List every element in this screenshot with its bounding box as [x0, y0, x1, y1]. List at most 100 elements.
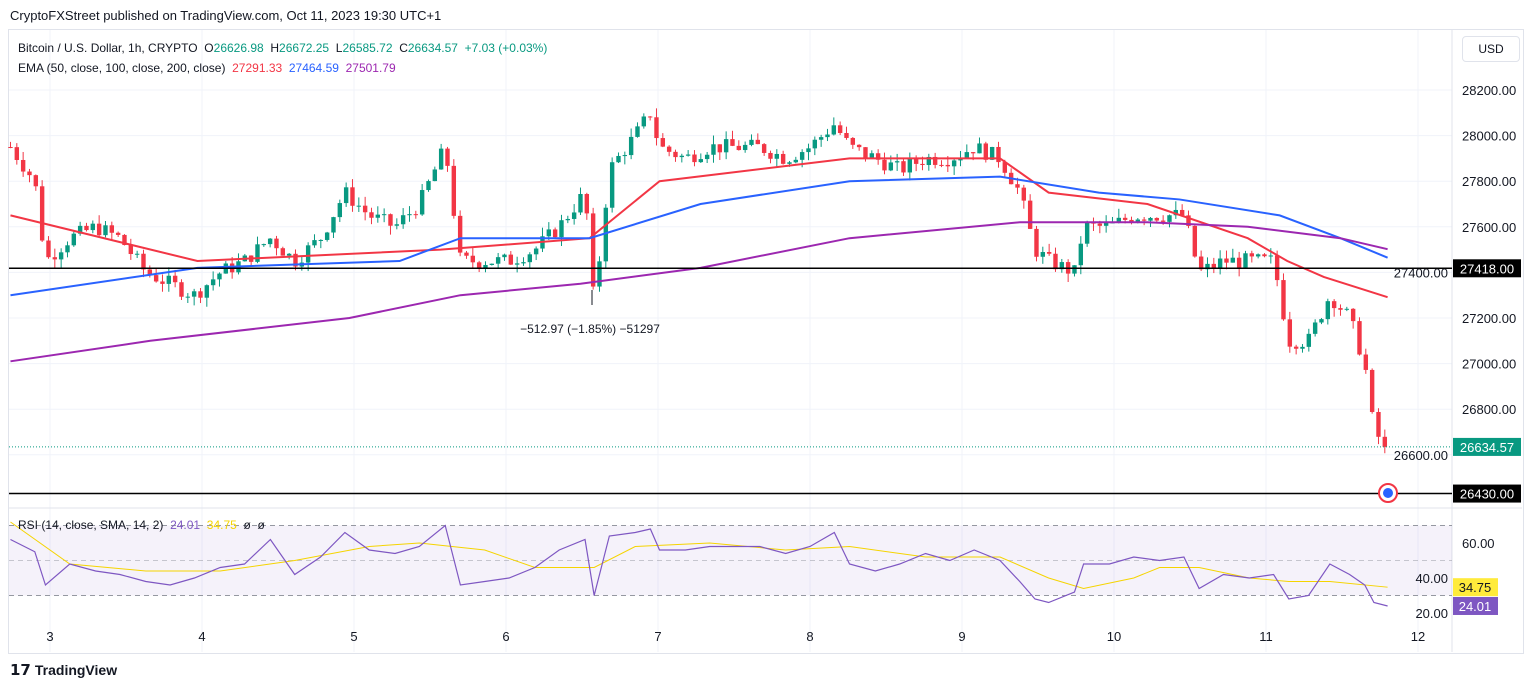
- rsi-label: RSI (14, close, SMA, 14, 2): [18, 518, 164, 532]
- ema-legend[interactable]: EMA (50, close, 100, close, 200, close) …: [18, 58, 547, 78]
- close-label: C: [399, 41, 408, 55]
- change-value: +7.03 (+0.03%): [464, 41, 548, 55]
- candle-body: [983, 143, 989, 160]
- y-tick-label: 27400.00: [1394, 265, 1448, 280]
- ema200-value: 27501.79: [345, 61, 396, 75]
- candle-body: [1369, 369, 1375, 412]
- candle-body: [39, 186, 45, 241]
- candle-body: [578, 194, 583, 213]
- candle-body: [128, 245, 134, 255]
- candle-body: [33, 175, 39, 187]
- rsi-tick-label: 40.00: [1415, 571, 1448, 586]
- candle-body: [407, 214, 412, 216]
- rsi-line: [10, 524, 1388, 607]
- rsi-legend[interactable]: RSI (14, close, SMA, 14, 2) 24.01 34.75 …: [18, 518, 265, 532]
- candle-body: [71, 233, 77, 246]
- candle-body: [584, 194, 590, 214]
- candle-body: [1034, 228, 1039, 257]
- candle-body: [590, 213, 596, 287]
- currency-button[interactable]: USD: [1462, 36, 1520, 62]
- ema-label: EMA (50, close, 100, close, 200, close): [18, 61, 226, 75]
- tradingview-logo[interactable]: 𝟭𝟳 TradingView: [10, 661, 117, 679]
- candle-body: [989, 146, 995, 160]
- candle-body: [103, 225, 108, 236]
- candle-body: [622, 155, 628, 157]
- publisher-caption: CryptoFXStreet published on TradingView.…: [10, 8, 442, 23]
- candle-body: [926, 156, 932, 166]
- candle-body: [654, 117, 659, 139]
- candle-body: [14, 147, 20, 160]
- rsi-sma-label-bg: [1453, 578, 1498, 597]
- candle-body: [1103, 222, 1109, 226]
- candle-body: [305, 245, 311, 263]
- candle-body: [115, 232, 121, 235]
- candle-body: [324, 232, 330, 240]
- candle-body: [977, 143, 982, 154]
- ema100-line: [10, 175, 1388, 297]
- candle-body: [27, 171, 32, 176]
- candle-body: [8, 147, 13, 148]
- candle-body: [742, 144, 748, 151]
- candle-body: [812, 139, 818, 149]
- y-tick-label: 28200.00: [1462, 83, 1516, 98]
- candle-body: [426, 181, 431, 191]
- rsi-sma-line: [10, 521, 1388, 590]
- rsi-label-bg: [1453, 596, 1498, 615]
- candle-body: [502, 254, 507, 258]
- candle-body: [356, 205, 362, 207]
- rsi-sma-label: 34.75: [1459, 580, 1492, 595]
- candle-body: [134, 253, 140, 255]
- candle-body: [1141, 219, 1147, 221]
- candle-body: [913, 158, 919, 164]
- open-value: 26626.98: [213, 41, 264, 55]
- candle-body: [1122, 217, 1128, 220]
- candle-body: [1312, 322, 1318, 334]
- candle-body: [806, 148, 811, 153]
- candle-body: [920, 163, 925, 166]
- candle-body: [1002, 162, 1008, 173]
- candle-body: [109, 225, 115, 233]
- candle-body: [1205, 263, 1210, 270]
- candle-body: [882, 159, 887, 171]
- candle-body: [1186, 215, 1191, 226]
- candle-body: [831, 125, 837, 135]
- ema50-line: [10, 157, 1388, 299]
- ohlc-legend: Bitcoin / U.S. Dollar, 1h, CRYPTO O26626…: [18, 38, 547, 58]
- candle-body: [1154, 217, 1160, 221]
- candle-body: [774, 153, 780, 159]
- candle-body: [907, 158, 913, 173]
- candle-body: [875, 153, 881, 160]
- candle-body: [331, 217, 336, 233]
- candle-body: [514, 263, 520, 265]
- y-tick-label: 27600.00: [1462, 220, 1516, 235]
- candle-body: [717, 144, 723, 153]
- candle-body: [1192, 225, 1198, 257]
- candle-body: [388, 214, 393, 226]
- candle-body: [280, 248, 286, 256]
- tradingview-logo-icon: 𝟭𝟳: [10, 662, 31, 679]
- candle-body: [723, 139, 729, 153]
- candle-body: [1084, 222, 1090, 244]
- candle-body: [483, 264, 488, 268]
- candle-body: [571, 212, 577, 219]
- candle-body: [1268, 255, 1274, 257]
- candle-body: [939, 164, 944, 166]
- candle-body: [521, 262, 526, 264]
- candle-body: [160, 281, 165, 284]
- x-tick-label: 4: [198, 629, 205, 644]
- candle-body: [768, 152, 773, 159]
- candle-body: [1198, 256, 1204, 270]
- candle-body: [1236, 257, 1242, 268]
- candle-body: [179, 282, 184, 297]
- candle-body: [964, 152, 970, 158]
- candle-body: [647, 116, 653, 118]
- candle-body: [1059, 262, 1065, 270]
- candle-body: [1129, 219, 1134, 223]
- candle-body: [65, 245, 70, 253]
- candle-body: [470, 255, 476, 263]
- y-tick-label: 28000.00: [1462, 129, 1516, 144]
- symbol-title[interactable]: Bitcoin / U.S. Dollar, 1h, CRYPTO: [18, 41, 198, 55]
- y-tick-label: 26800.00: [1462, 402, 1516, 417]
- candle-body: [147, 269, 153, 276]
